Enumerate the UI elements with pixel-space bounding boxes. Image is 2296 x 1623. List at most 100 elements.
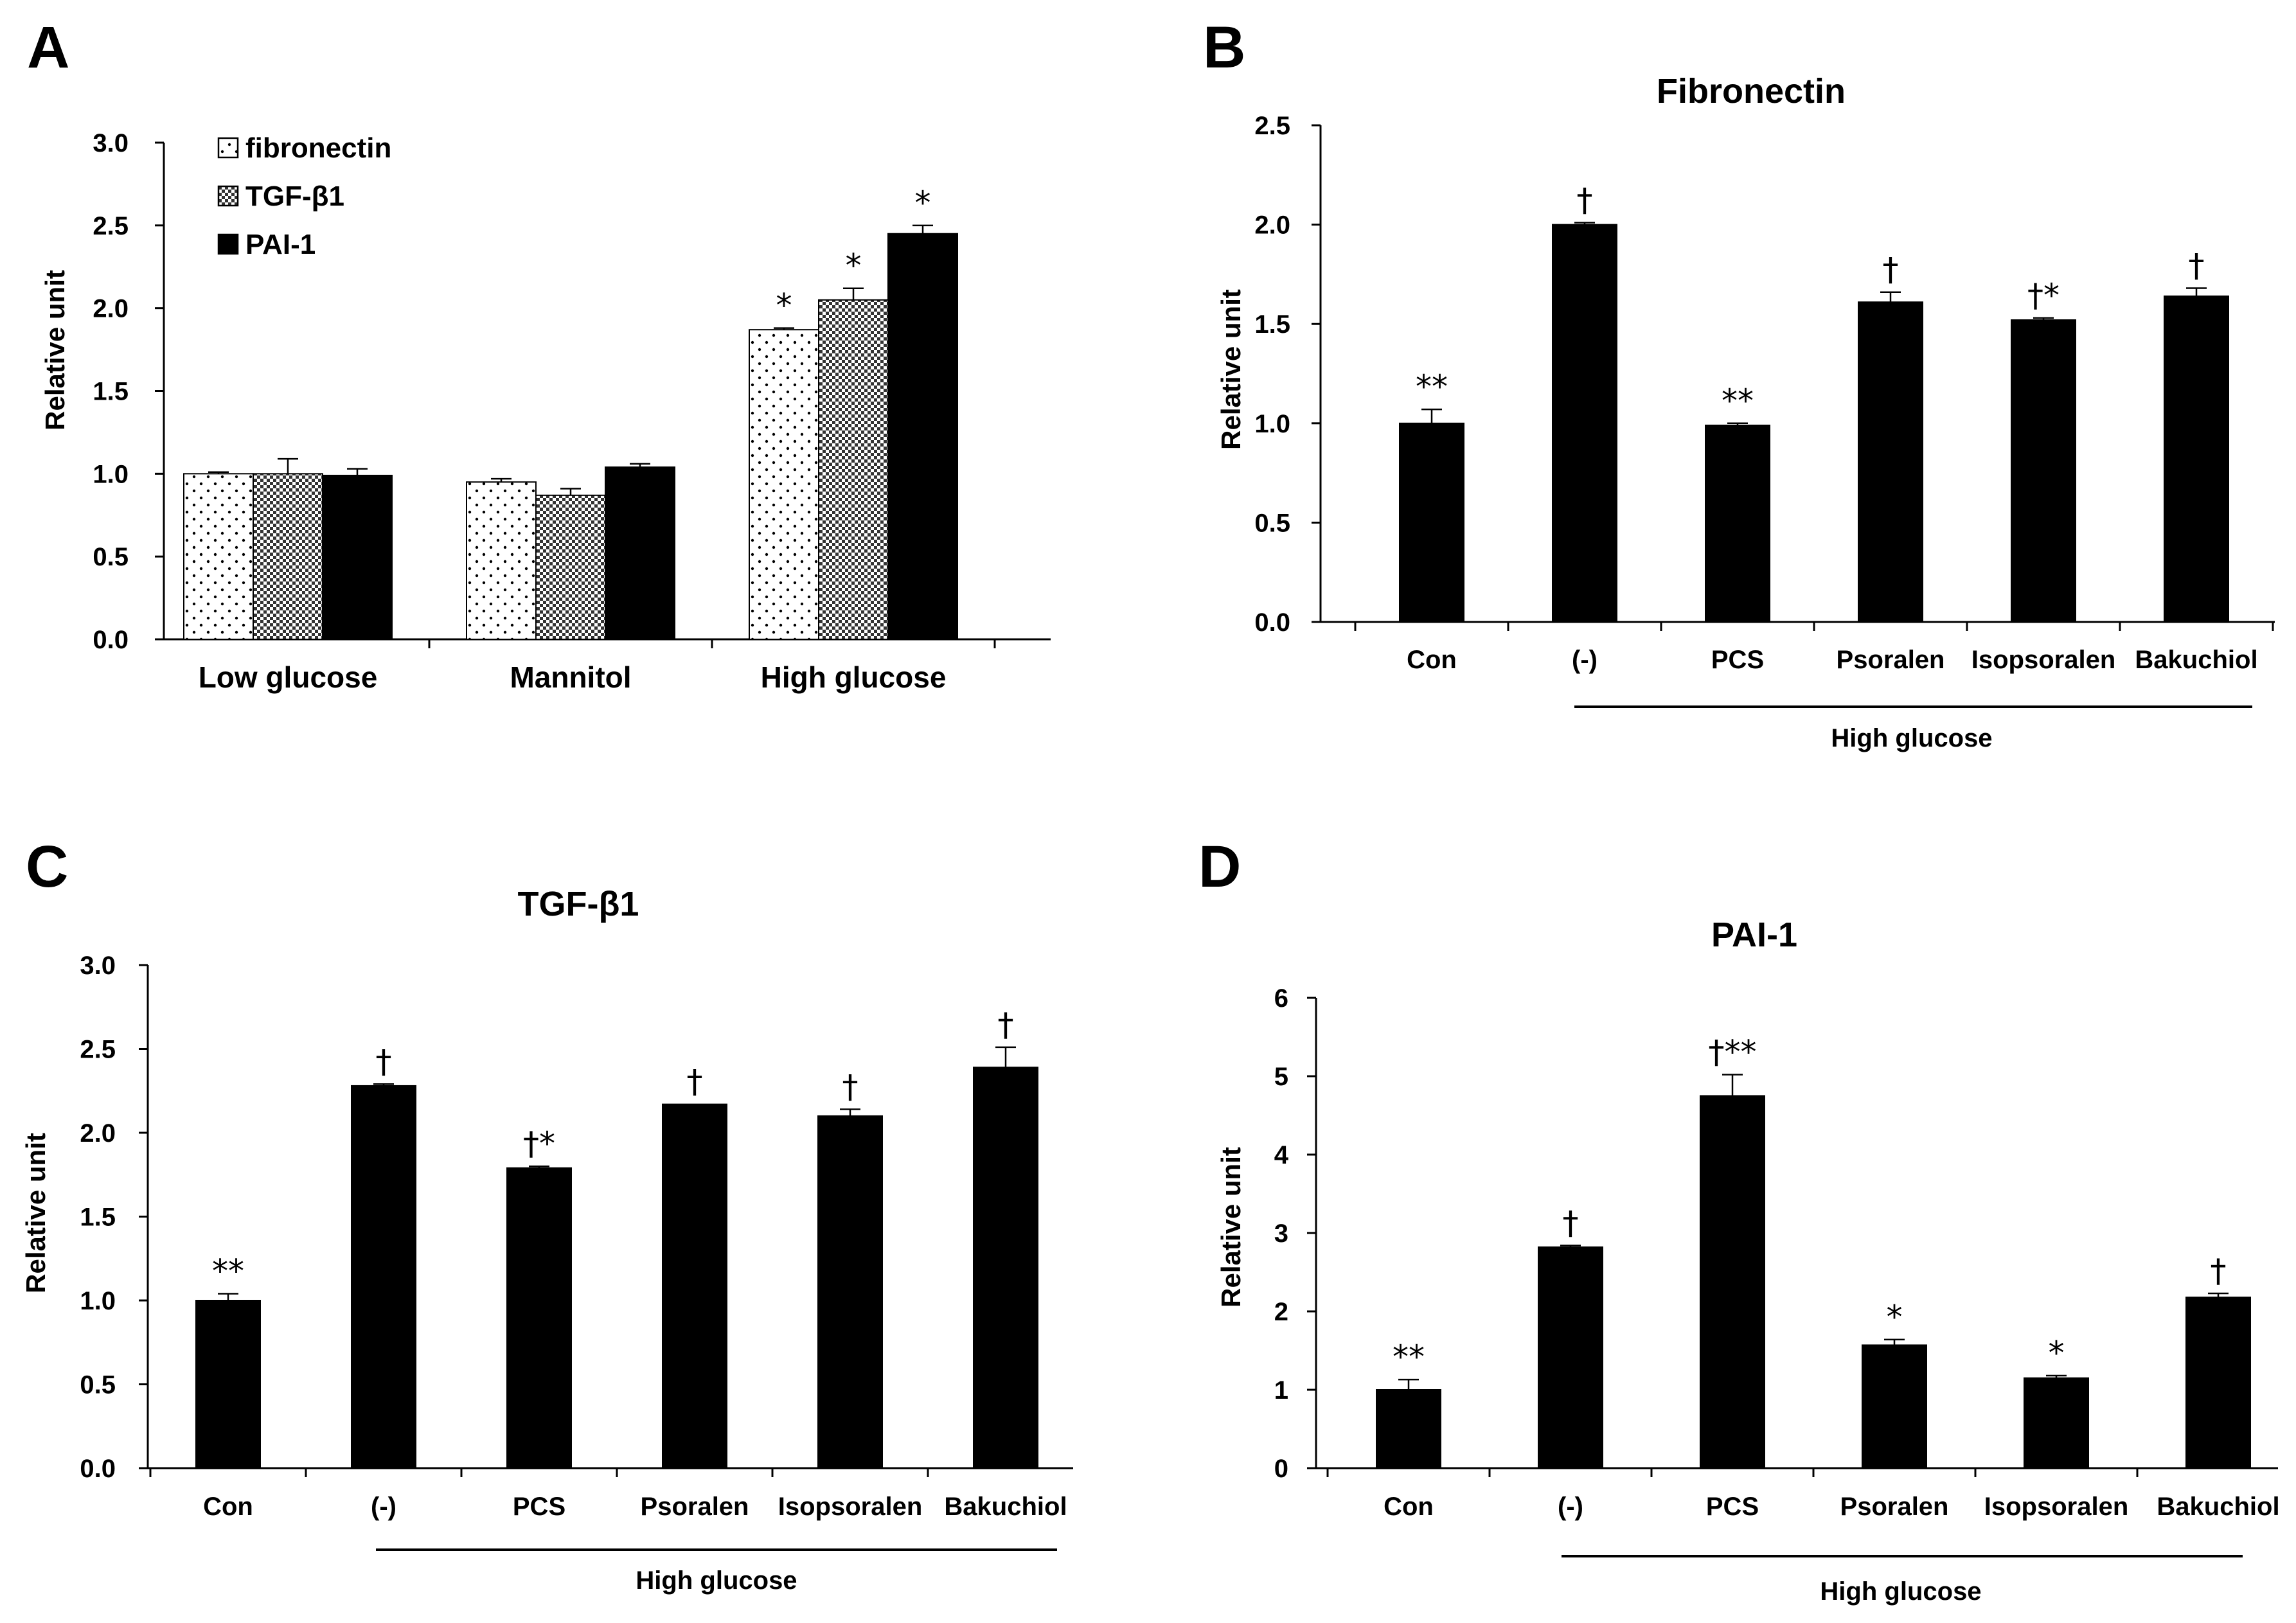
x-tick-label-c: Psoralen xyxy=(641,1493,749,1521)
group-label-b: High glucose xyxy=(1831,724,1992,752)
significance-label-d: †** xyxy=(1709,1034,1757,1071)
bar-a xyxy=(818,299,889,640)
bar-b xyxy=(1399,422,1464,623)
bar-c xyxy=(195,1300,261,1469)
x-tick-label-d: (-) xyxy=(1558,1493,1583,1521)
bar-c xyxy=(662,1103,727,1469)
significance-label-d: * xyxy=(1887,1299,1903,1336)
x-tick-label-c: Isopsoralen xyxy=(778,1493,923,1521)
y-tick-label-c: 1.5 xyxy=(80,1203,116,1232)
significance-label-b: ** xyxy=(1416,368,1448,405)
bar-a xyxy=(183,473,254,640)
panel-letter-b: B xyxy=(1203,15,1245,80)
panel-letter-c: C xyxy=(26,834,68,900)
bar-d xyxy=(2024,1377,2089,1469)
bar-c xyxy=(506,1167,572,1469)
y-tick-label-a: 1.5 xyxy=(93,378,129,406)
y-tick-label-b: 1.5 xyxy=(1254,310,1290,339)
plot-area-d: 0 1 2 3 4 5 6 Con (-) PCS Psoralen Isopsoralen Bakuc… xyxy=(1274,984,2280,1557)
panel-d: D PAI-1 Relative unit High glucose 0 1 2 3 4… xyxy=(1198,834,2280,1606)
x-tick-label-b: Bakuchiol xyxy=(2135,646,2257,674)
group-label-d: High glucose xyxy=(1820,1577,1981,1606)
y-axis-label-c: Relative unit xyxy=(21,1133,51,1293)
bar-b xyxy=(2011,319,2076,623)
y-tick-label-c: 3.0 xyxy=(80,952,116,980)
y-tick-label-b: 1.0 xyxy=(1254,410,1290,438)
chart-title-c: TGF-β1 xyxy=(518,885,639,923)
significance-label-b: †* xyxy=(2027,277,2060,314)
x-tick-label-a: High glucose xyxy=(761,661,947,694)
bar-c xyxy=(817,1115,883,1469)
chart-title-b: Fibronectin xyxy=(1657,72,1846,111)
legend-swatch-a xyxy=(217,233,239,255)
chart-title-d: PAI-1 xyxy=(1711,916,1797,954)
x-tick-label-d: Con xyxy=(1384,1493,1434,1521)
y-axis-label-d: Relative unit xyxy=(1216,1147,1246,1308)
y-tick-label-d: 2 xyxy=(1274,1298,1288,1326)
bar-b xyxy=(1705,424,1770,623)
x-tick-label-d: PCS xyxy=(1706,1493,1759,1521)
y-tick-label-d: 1 xyxy=(1274,1376,1288,1405)
panel-letter-d: D xyxy=(1198,834,1241,900)
x-tick-label-b: PCS xyxy=(1711,646,1764,674)
legend-swatch-a xyxy=(217,185,239,207)
significance-label-c: † xyxy=(687,1063,703,1101)
significance-label-d: † xyxy=(2211,1252,2227,1290)
y-tick-label-d: 0 xyxy=(1274,1455,1288,1483)
legend-label-a: PAI-1 xyxy=(245,229,316,260)
x-tick-label-b: Psoralen xyxy=(1837,646,1945,674)
significance-label-c: † xyxy=(998,1006,1014,1043)
x-tick-label-a: Low glucose xyxy=(199,661,378,694)
bar-d xyxy=(1538,1246,1603,1469)
y-tick-label-b: 2.0 xyxy=(1254,211,1290,240)
x-tick-label-a: Mannitol xyxy=(510,661,631,694)
x-tick-label-c: (-) xyxy=(371,1493,396,1521)
panel-a: A Relative unit 0.0 0.5 1.0 1.5 2.0 2.5 3.0 Low… xyxy=(27,15,1051,694)
significance-label-d: * xyxy=(2049,1335,2065,1372)
y-tick-label-b: 2.5 xyxy=(1254,112,1290,140)
bar-a xyxy=(749,329,819,640)
significance-label-d: ** xyxy=(1393,1338,1425,1376)
significance-label-c: ** xyxy=(212,1253,244,1290)
significance-label-b: ** xyxy=(1722,382,1754,420)
legend-label-a: fibronectin xyxy=(245,132,391,164)
x-tick-label-c: PCS xyxy=(513,1493,565,1521)
x-tick-label-c: Con xyxy=(203,1493,253,1521)
significance-label-a: * xyxy=(776,287,792,324)
bar-d xyxy=(1376,1389,1441,1469)
legend-swatch-a xyxy=(217,137,239,159)
y-tick-label-d: 3 xyxy=(1274,1219,1288,1248)
y-tick-label-c: 0.0 xyxy=(80,1455,116,1483)
bar-a xyxy=(253,473,323,640)
bar-b xyxy=(1552,224,1617,623)
group-label-c: High glucose xyxy=(636,1566,797,1595)
bar-a xyxy=(322,474,393,640)
x-tick-label-b: (-) xyxy=(1572,646,1597,674)
y-tick-label-d: 4 xyxy=(1274,1141,1289,1169)
bar-a xyxy=(887,233,958,640)
bar-a xyxy=(466,481,537,641)
y-tick-label-a: 0.5 xyxy=(93,543,129,571)
significance-label-c: †* xyxy=(523,1125,555,1162)
y-axis-label-a: Relative unit xyxy=(40,270,70,430)
y-tick-label-a: 2.5 xyxy=(93,212,129,240)
bar-c xyxy=(351,1085,416,1469)
significance-label-a: * xyxy=(846,247,862,285)
bar-d xyxy=(1862,1344,1927,1469)
x-tick-label-b: Con xyxy=(1407,646,1457,674)
bar-d xyxy=(1700,1095,1765,1469)
y-tick-label-c: 0.5 xyxy=(80,1371,116,1399)
bar-c xyxy=(973,1067,1038,1469)
significance-label-c: † xyxy=(842,1068,859,1105)
significance-label-b: † xyxy=(1577,182,1593,219)
significance-label-d: † xyxy=(1563,1205,1579,1242)
y-axis-label-b: Relative unit xyxy=(1216,289,1246,450)
x-tick-label-d: Psoralen xyxy=(1840,1493,1949,1521)
x-tick-label-d: Isopsoralen xyxy=(1984,1493,2129,1521)
y-tick-label-a: 1.0 xyxy=(93,460,129,488)
plot-area-c: 0.0 0.5 1.0 1.5 2.0 2.5 3.0 Con (-) PCS Psoralen Is… xyxy=(80,952,1073,1551)
significance-label-c: † xyxy=(376,1043,392,1080)
legend-label-a: TGF-β1 xyxy=(245,181,344,212)
x-tick-label-b: Isopsoralen xyxy=(1971,646,2116,674)
